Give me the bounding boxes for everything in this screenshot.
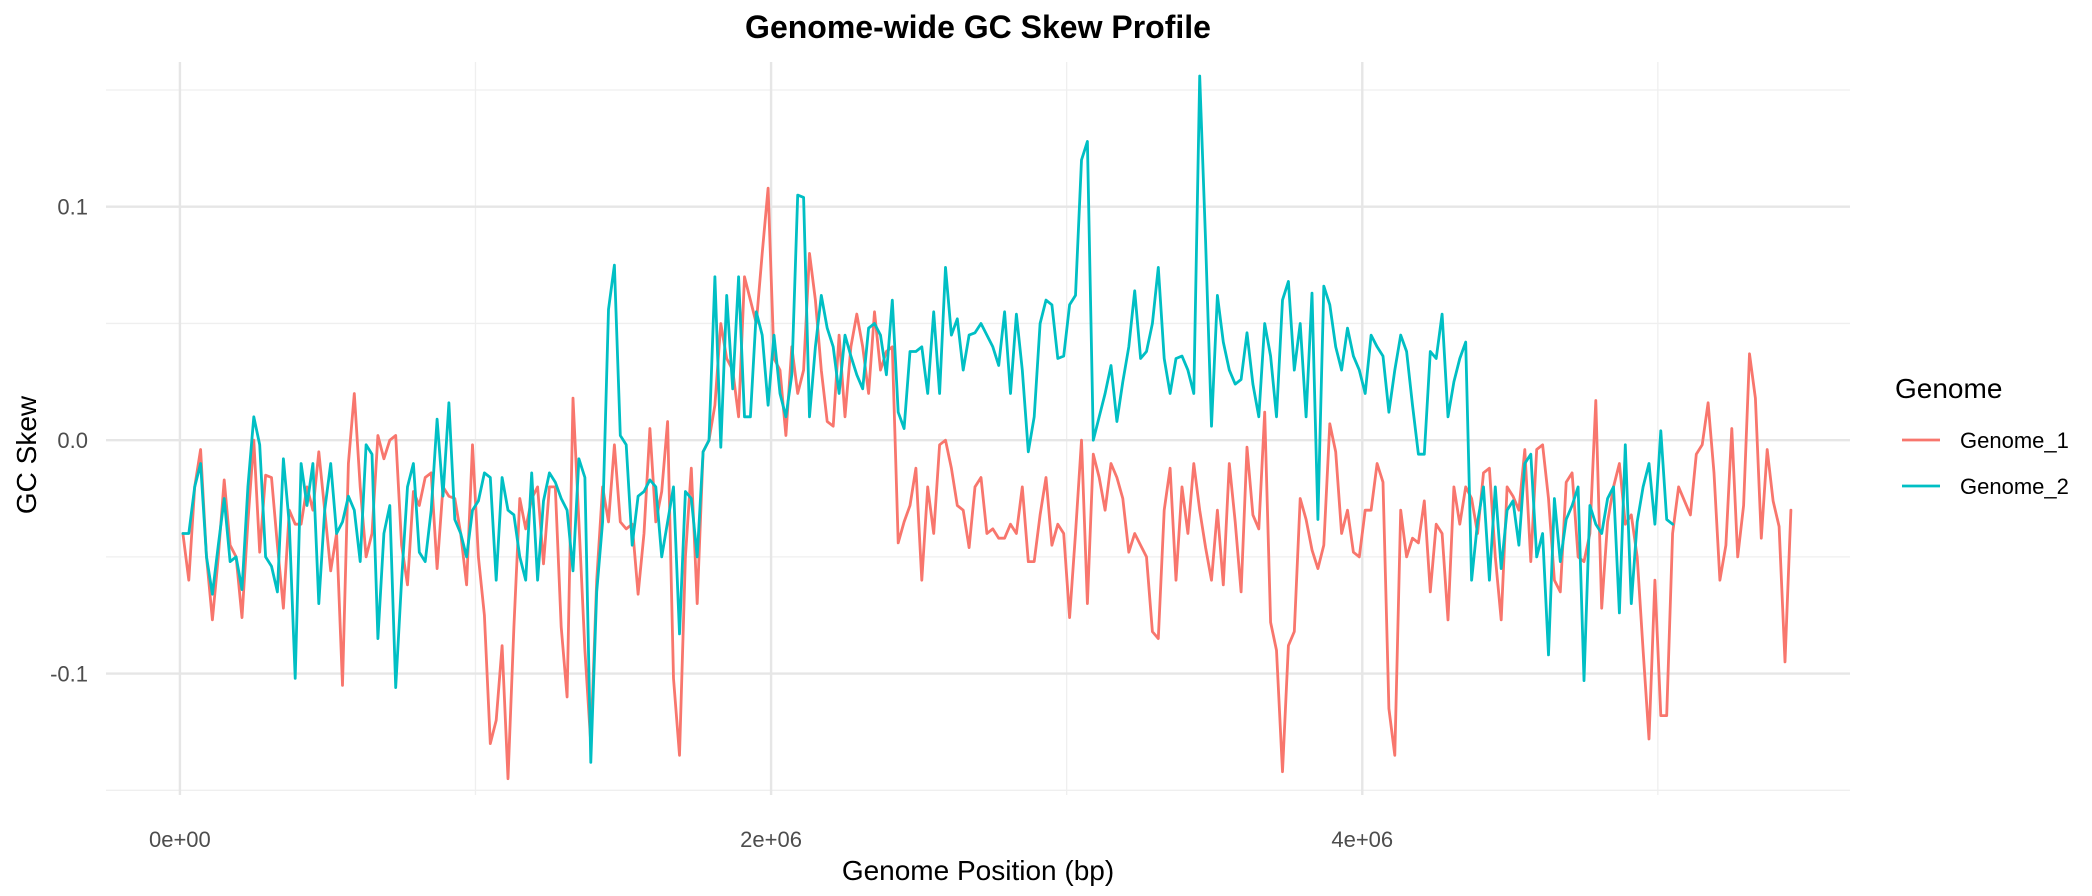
major-gridlines bbox=[106, 62, 1850, 795]
legend-items: Genome_1 Genome_2 bbox=[1902, 428, 2069, 499]
chart-title: Genome-wide GC Skew Profile bbox=[745, 9, 1211, 45]
series-line-genome-1 bbox=[181, 186, 1793, 781]
x-tick-label: 0e+00 bbox=[149, 827, 211, 852]
legend-title: Genome bbox=[1895, 373, 2002, 404]
minor-gridlines bbox=[106, 62, 1850, 795]
legend-label-genome-2: Genome_2 bbox=[1960, 474, 2069, 499]
legend-label-genome-1: Genome_1 bbox=[1960, 428, 2069, 453]
x-tick-label: 2e+06 bbox=[740, 827, 802, 852]
x-axis-title: Genome Position (bp) bbox=[842, 855, 1114, 886]
y-axis-title: GC Skew bbox=[11, 395, 42, 514]
legend: Genome Genome_1 Genome_2 bbox=[1895, 373, 2069, 499]
y-tick-label: -0.1 bbox=[50, 662, 88, 687]
y-tick-label: 0.1 bbox=[57, 195, 88, 220]
series-layer bbox=[181, 74, 1793, 781]
y-tick-label: 0.0 bbox=[57, 428, 88, 453]
x-tick-label: 4e+06 bbox=[1331, 827, 1393, 852]
y-axis-ticks: -0.1 0.0 0.1 bbox=[50, 195, 88, 687]
x-axis-ticks: 0e+00 2e+06 4e+06 bbox=[149, 827, 1393, 852]
series-line-genome-2 bbox=[181, 74, 1674, 764]
